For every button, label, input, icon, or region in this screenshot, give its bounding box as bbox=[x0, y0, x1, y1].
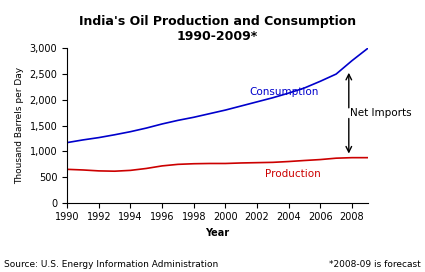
Text: Production: Production bbox=[265, 169, 321, 179]
Text: Consumption: Consumption bbox=[249, 87, 318, 97]
Title: India's Oil Production and Consumption
1990-2009*: India's Oil Production and Consumption 1… bbox=[79, 15, 356, 43]
Y-axis label: Thousand Barrels per Day: Thousand Barrels per Day bbox=[15, 67, 24, 184]
Text: *2008-09 is forecast: *2008-09 is forecast bbox=[329, 260, 421, 269]
Text: Net Imports: Net Imports bbox=[350, 108, 412, 118]
Text: Source: U.S. Energy Information Administration: Source: U.S. Energy Information Administ… bbox=[4, 260, 218, 269]
X-axis label: Year: Year bbox=[205, 228, 230, 238]
